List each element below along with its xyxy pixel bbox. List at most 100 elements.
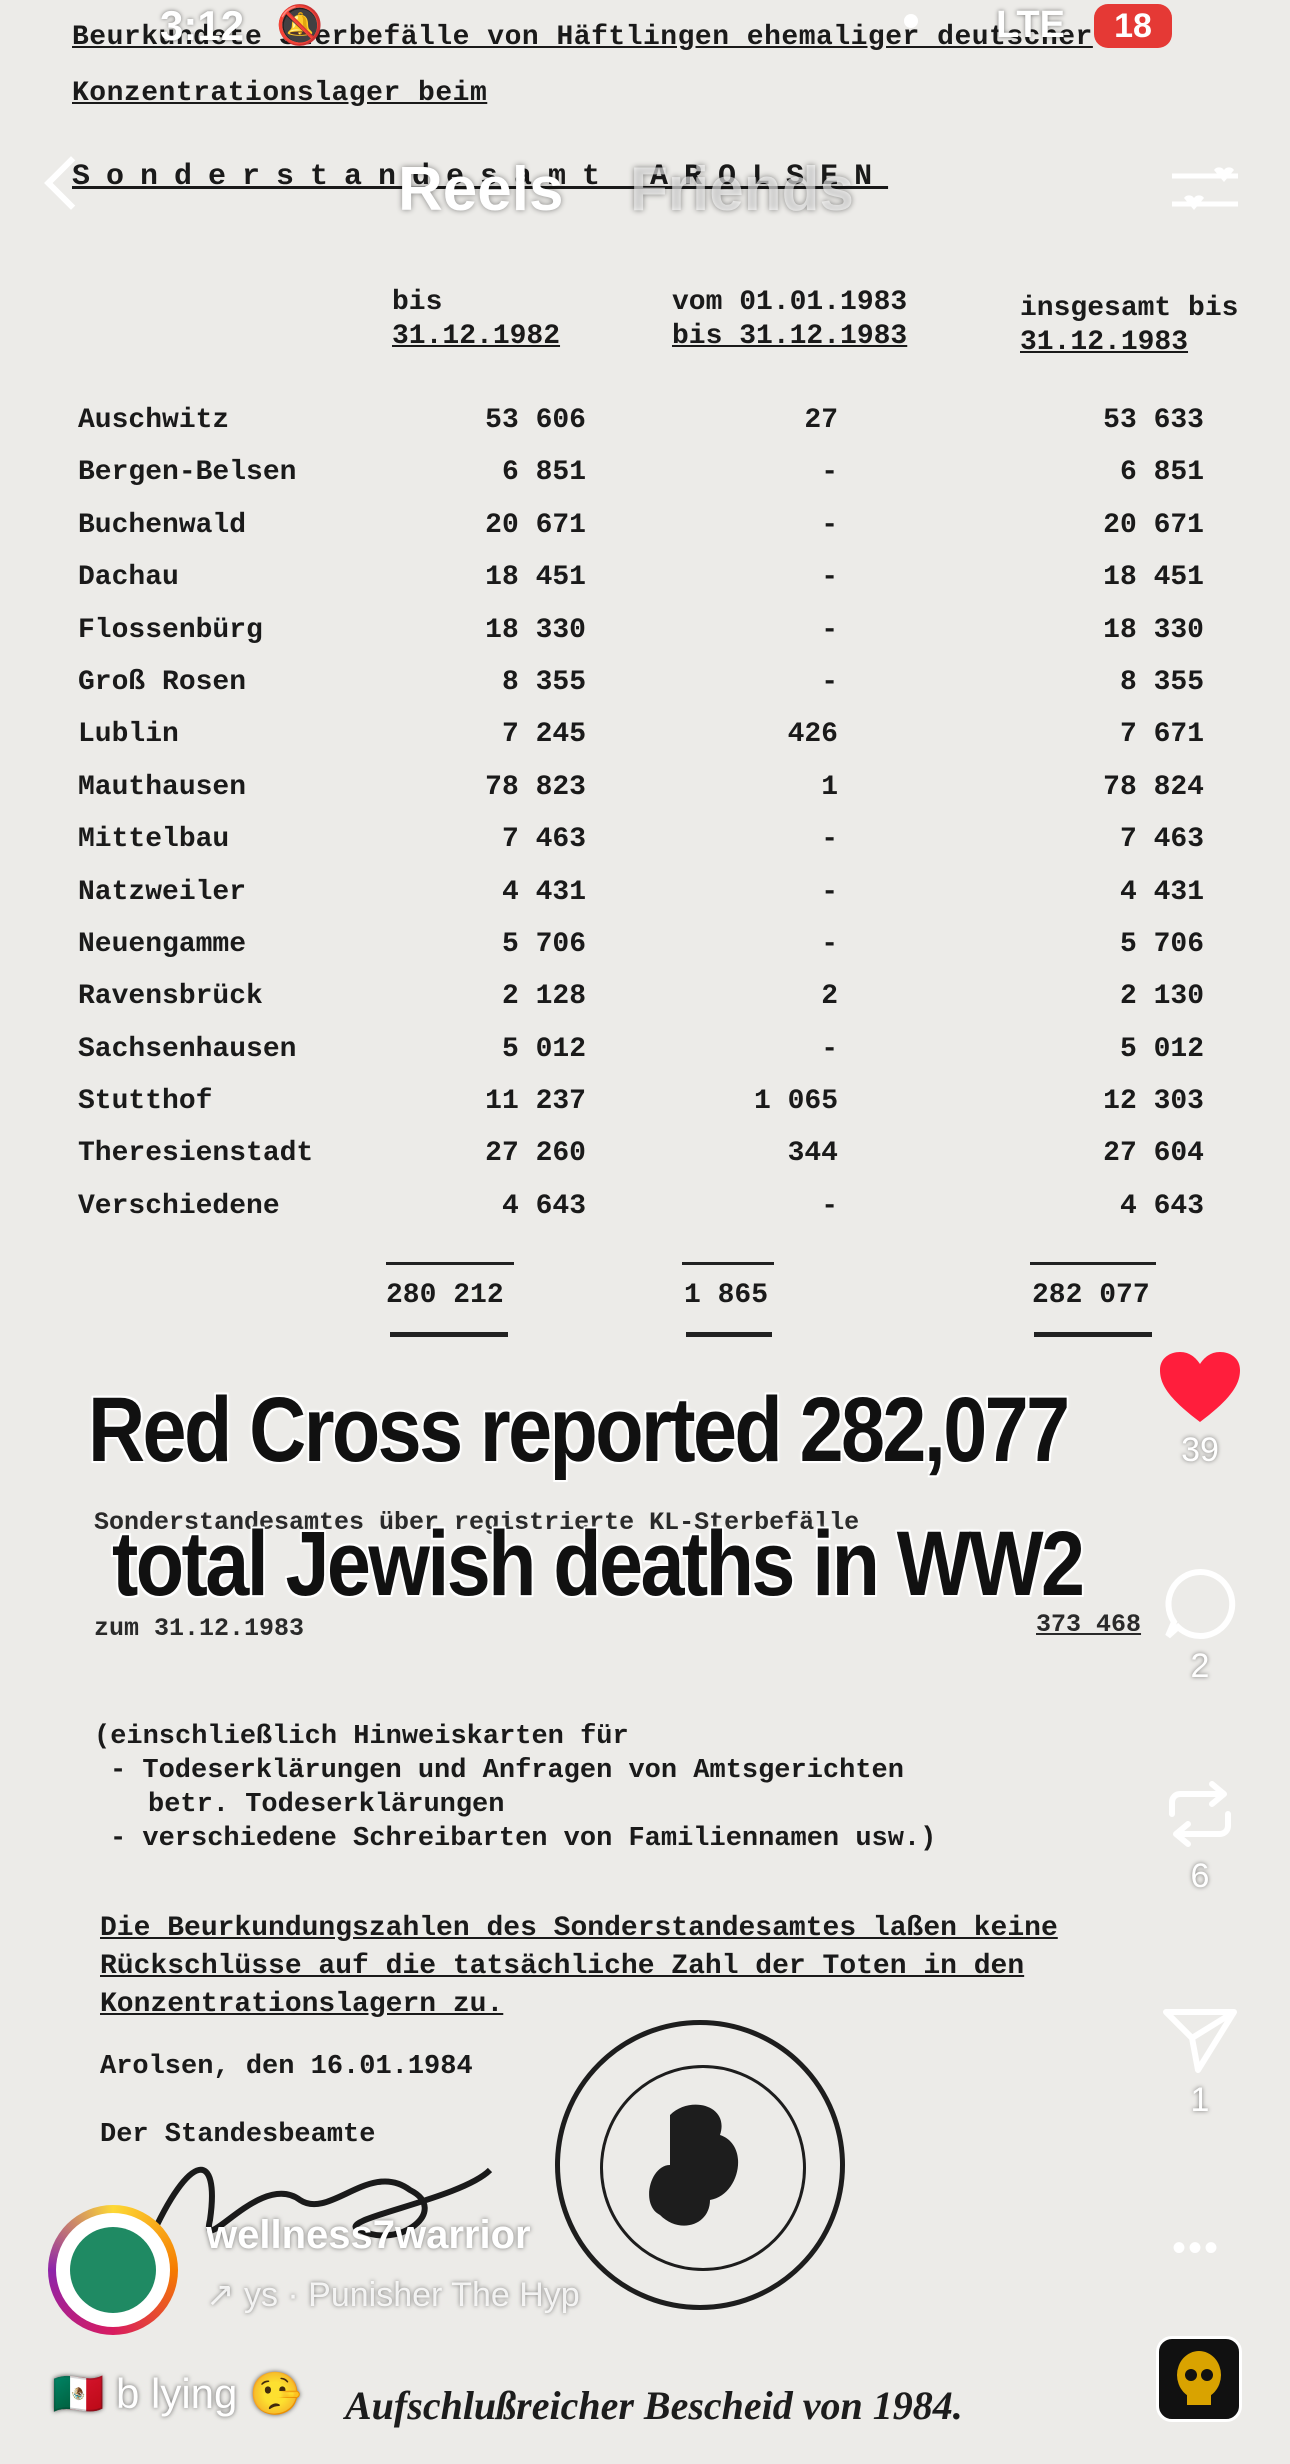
value-total: 18 451 xyxy=(1103,562,1204,594)
value-until-1982: 7 245 xyxy=(501,719,586,751)
status-time: 3:12 xyxy=(160,2,245,49)
table-row: Theresienstadt 27 260 344 27 604 xyxy=(78,1138,1258,1190)
comment-count: 2 xyxy=(1190,1647,1210,1685)
partial-text-2: zum 31.12.1983 xyxy=(94,1614,305,1643)
value-1983: - xyxy=(821,666,838,698)
share-count: 1 xyxy=(1190,2081,1210,2119)
overlay-caption-line2: total Jewish deaths in WW2 xyxy=(112,1513,1085,1615)
doc-header-line1: Beurkundete Sterbefälle von Häftlingen e… xyxy=(72,22,1093,53)
camp-name: Stutthof xyxy=(78,1086,213,1118)
skull-icon xyxy=(1177,2351,1221,2405)
camp-name: Mittelbau xyxy=(78,824,230,856)
more-options-icon[interactable]: ••• xyxy=(1172,2226,1221,2270)
table-row: Stutthof 11 237 1 065 12 303 xyxy=(78,1086,1258,1138)
value-total: 8 355 xyxy=(1119,666,1204,698)
status-bar: 3:12 🔕 LTE 18 xyxy=(0,0,1290,60)
total-b: 1 865 xyxy=(684,1280,769,1311)
value-1983: - xyxy=(821,1033,838,1065)
repost-button[interactable]: 6 xyxy=(1150,1776,1250,1896)
value-total: 78 824 xyxy=(1103,771,1204,803)
comment-bubble-icon xyxy=(1165,1568,1236,1639)
value-1983: - xyxy=(821,928,838,960)
value-1983: 1 065 xyxy=(753,1086,838,1118)
audio-track-label[interactable]: ↗ ys · Punisher The Hyp xyxy=(206,2276,580,2314)
value-1983: 2 xyxy=(821,981,838,1013)
partial-text-1: Sonderstandesamtes über registrierte KL-… xyxy=(94,1508,860,1537)
value-until-1982: 53 606 xyxy=(485,405,586,436)
value-until-1982: 5 012 xyxy=(501,1033,586,1065)
value-until-1982: 8 355 xyxy=(501,666,586,698)
camp-name: Lublin xyxy=(78,719,179,751)
signal-dot-icon xyxy=(904,14,918,28)
trending-arrow-icon: ↗ xyxy=(206,2276,244,2314)
send-paper-plane-icon xyxy=(1163,2009,1237,2073)
value-total: 27 604 xyxy=(1103,1138,1204,1170)
total-a: 280 212 xyxy=(386,1280,504,1311)
heart-icon xyxy=(1160,1352,1240,1422)
signature-scribble xyxy=(147,2166,493,2242)
avatar[interactable] xyxy=(48,2205,178,2335)
value-total: 5 012 xyxy=(1119,1033,1204,1065)
like-button[interactable]: 39 xyxy=(1150,1350,1250,1470)
camp-name: Dachau xyxy=(78,562,179,594)
tab-reels[interactable]: Reels xyxy=(398,155,564,224)
repost-icon xyxy=(1169,1781,1231,1847)
value-total: 7 671 xyxy=(1119,719,1204,751)
table-row: Auschwitz 53 606 27 53 633 xyxy=(78,405,1258,457)
value-1983: - xyxy=(821,824,838,856)
like-count: 39 xyxy=(1181,1431,1219,1469)
table-row: Bergen-Belsen 6 851 - 6 851 xyxy=(78,457,1258,509)
table-row: Sachsenhausen 5 012 - 5 012 xyxy=(78,1034,1258,1086)
table-row: Dachau 18 451 - 18 451 xyxy=(78,562,1258,614)
value-until-1982: 7 463 xyxy=(501,824,586,856)
value-1983: 344 xyxy=(787,1138,838,1170)
table-row: Lublin 7 245 426 7 671 xyxy=(78,719,1258,771)
camp-name: Mauthausen xyxy=(78,771,247,803)
value-until-1982: 11 237 xyxy=(485,1086,586,1118)
camp-name: Bergen-Belsen xyxy=(78,457,297,489)
value-total: 20 671 xyxy=(1103,509,1204,541)
camp-name: Natzweiler xyxy=(78,876,247,908)
col-header-a: bis 31.12.1982 xyxy=(392,287,561,352)
camp-name: Auschwitz xyxy=(78,405,230,436)
camp-name: Sachsenhausen xyxy=(78,1033,297,1065)
camp-name: Buchenwald xyxy=(78,509,247,541)
value-total: 4 431 xyxy=(1119,876,1204,908)
camp-name: Groß Rosen xyxy=(78,666,247,698)
total-c: 282 077 xyxy=(1032,1280,1150,1311)
reels-top-nav: Reels Friends xyxy=(0,150,1290,240)
value-total: 5 706 xyxy=(1119,928,1204,960)
camp-name: Ravensbrück xyxy=(78,981,263,1013)
value-1983: - xyxy=(821,457,838,489)
col-header-b: vom 01.01.1983 bis 31.12.1983 xyxy=(672,287,908,352)
author-username[interactable]: wellness7warrior xyxy=(206,2213,531,2257)
document-caption: Aufschlußreicher Bescheid von 1984. xyxy=(345,2383,963,2428)
comment-preview[interactable]: 🇲🇽 b lying 🤥 xyxy=(52,2370,302,2417)
value-until-1982: 4 431 xyxy=(501,876,586,908)
value-until-1982: 78 823 xyxy=(485,771,586,803)
value-until-1982: 6 851 xyxy=(501,457,586,489)
table-row: Ravensbrück 2 128 2 2 130 xyxy=(78,981,1258,1033)
value-total: 12 303 xyxy=(1103,1086,1204,1118)
value-until-1982: 20 671 xyxy=(485,509,586,541)
value-total: 6 851 xyxy=(1119,457,1204,489)
disclaimer-note: Die Beurkundungszahlen des Sonderstandes… xyxy=(100,1913,1058,2020)
value-until-1982: 2 128 xyxy=(501,981,586,1013)
camp-name: Verschiedene xyxy=(78,1190,280,1222)
overlay-caption-line1: Red Cross reported 282,077 xyxy=(88,1379,1070,1481)
audio-thumbnail[interactable] xyxy=(1156,2336,1242,2422)
table-row: Natzweiler 4 431 - 4 431 xyxy=(78,877,1258,929)
value-total: 4 643 xyxy=(1119,1190,1204,1222)
share-button[interactable]: 1 xyxy=(1150,2004,1250,2120)
table-row: Groß Rosen 8 355 - 8 355 xyxy=(78,667,1258,719)
value-1983: - xyxy=(821,562,838,594)
value-until-1982: 4 643 xyxy=(501,1190,586,1222)
place-date: Arolsen, den 16.01.1984 xyxy=(100,2052,473,2082)
comment-button[interactable]: 2 xyxy=(1150,1566,1250,1686)
value-1983: 1 xyxy=(821,771,838,803)
back-chevron-icon[interactable] xyxy=(44,156,98,210)
tab-friends[interactable]: Friends xyxy=(630,155,854,224)
filter-hearts-icon[interactable] xyxy=(1170,160,1240,220)
doc-header-line3: Sonderstandesamt AROLSEN xyxy=(72,160,889,194)
